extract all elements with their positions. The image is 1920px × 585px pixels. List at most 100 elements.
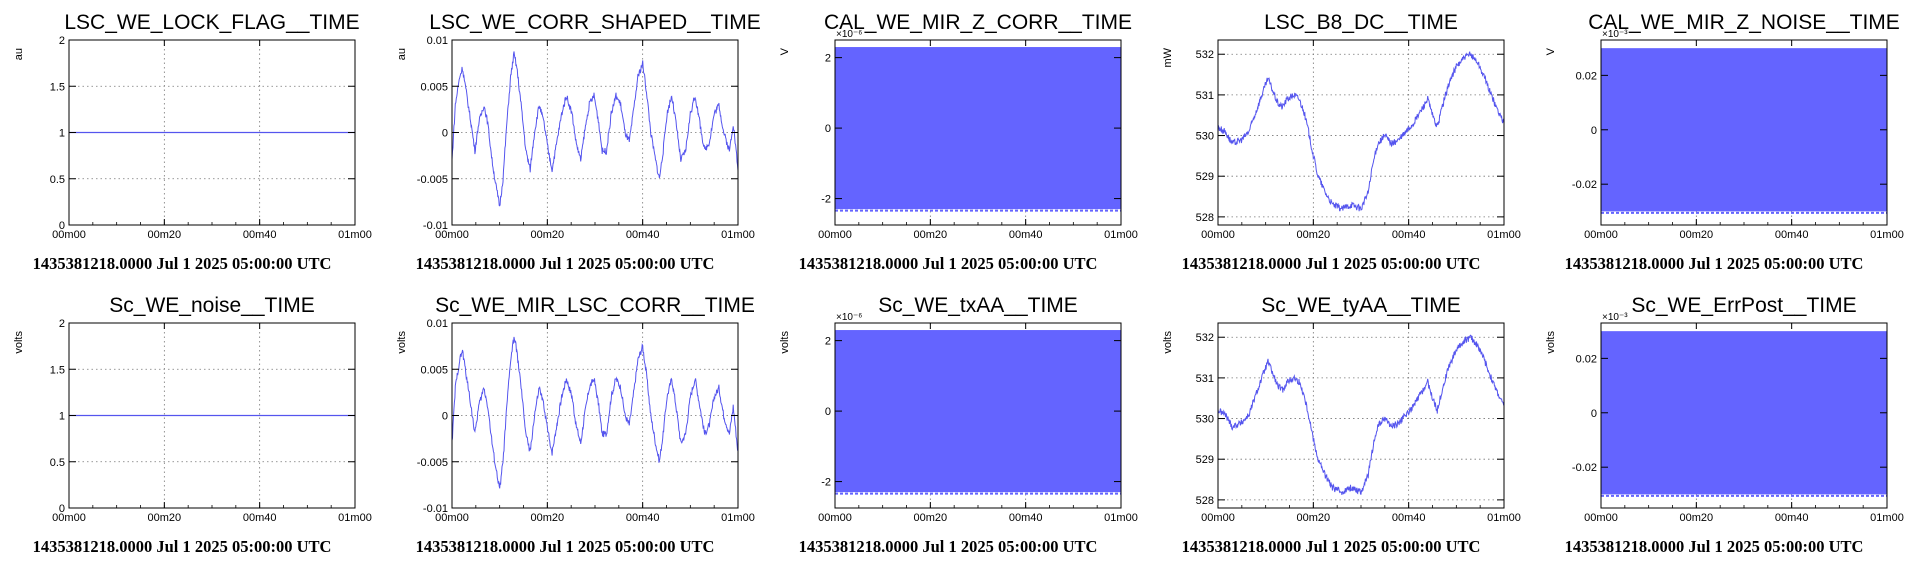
- chart-panel: LSC_B8_DC__TIME mW 00m00 00m20 00m40 01m00 528…: [1149, 0, 1529, 283]
- x-tick-label: 00m00: [1584, 229, 1618, 241]
- y-tick-label: 0: [59, 220, 65, 232]
- series-line: [1217, 51, 1505, 212]
- x-tick-label: 00m20: [148, 512, 182, 524]
- series-line: [1217, 334, 1505, 495]
- x-tick-label: 01m00: [338, 229, 372, 241]
- x-tick-label: 00m00: [818, 229, 852, 241]
- y-tick-label: 0: [442, 411, 448, 423]
- y-tick-label: 1.5: [50, 364, 65, 376]
- chart-panel: LSC_WE_LOCK_FLAG__TIME au 00m00 00m20 00m40 0…: [0, 0, 380, 283]
- chart-title: Sc_WE_tyAA__TIME: [1261, 294, 1461, 317]
- x-tick-label: 00m40: [1775, 512, 1809, 524]
- y-tick-label: 2: [825, 53, 831, 65]
- x-tick-label: 00m40: [1009, 229, 1043, 241]
- x-tick-label: 00m00: [1201, 512, 1235, 524]
- x-tick-label: 00m20: [531, 512, 565, 524]
- y-tick-label: 531: [1196, 373, 1214, 385]
- y-tick-label: 0: [59, 503, 65, 515]
- y-tick-label: 530: [1196, 414, 1214, 426]
- chart-svg: LSC_B8_DC__TIME mW 00m00 00m20 00m40 01m00 528…: [1162, 11, 1521, 273]
- chart-title: LSC_B8_DC__TIME: [1264, 11, 1458, 34]
- series-band: [1601, 48, 1887, 212]
- timestamp-label: 1435381218.0000 Jul 1 2025 05:00:00 UTC: [33, 254, 332, 273]
- x-tick-label: 00m00: [52, 512, 86, 524]
- chart-panel: CAL_WE_MIR_Z_NOISE__TIME V ×10⁻³ 00m00 00m20…: [1532, 0, 1912, 283]
- chart-panel: Sc_WE_txAA__TIME volts ×10⁻⁶ 00m00 00m20 00m4…: [766, 283, 1146, 566]
- y-tick-label: 2: [59, 35, 65, 47]
- chart-title: Sc_WE_ErrPost__TIME: [1631, 294, 1856, 317]
- y-tick-label: 2: [59, 318, 65, 330]
- y-tick-label: -0.01: [423, 220, 448, 232]
- x-tick-label: 00m40: [243, 229, 277, 241]
- y-tick-label: -0.02: [1572, 462, 1597, 474]
- y-axis-multiplier: ×10⁻³: [1602, 29, 1628, 40]
- y-tick-label: 1: [59, 128, 65, 140]
- y-axis-label: V: [1545, 47, 1557, 55]
- x-tick-label: 01m00: [721, 512, 755, 524]
- y-tick-label: 0.5: [50, 174, 65, 186]
- x-tick-label: 01m00: [1487, 512, 1521, 524]
- series-line: [451, 51, 739, 207]
- x-tick-label: 01m00: [338, 512, 372, 524]
- y-tick-label: 528: [1196, 212, 1214, 224]
- x-tick-label: 00m20: [1297, 229, 1331, 241]
- y-tick-label: 529: [1196, 454, 1214, 466]
- y-tick-label: 0.005: [420, 81, 448, 93]
- chart-title: Sc_WE_MIR_LSC_CORR__TIME: [435, 294, 755, 317]
- series-band: [835, 47, 1121, 210]
- y-axis-multiplier: ×10⁻⁶: [836, 312, 862, 323]
- timestamp-label: 1435381218.0000 Jul 1 2025 05:00:00 UTC: [799, 254, 1098, 273]
- x-tick-label: 00m20: [1680, 512, 1714, 524]
- chart-panel: LSC_WE_CORR_SHAPED__TIME au 00m00 00m20 00m4…: [383, 0, 763, 283]
- y-tick-label: -0.02: [1572, 179, 1597, 191]
- timestamp-label: 1435381218.0000 Jul 1 2025 05:00:00 UTC: [416, 254, 715, 273]
- x-tick-label: 00m40: [1392, 512, 1426, 524]
- y-tick-label: -2: [821, 194, 831, 206]
- x-tick-label: 01m00: [1104, 229, 1138, 241]
- x-tick-label: 00m20: [531, 229, 565, 241]
- x-tick-label: 00m40: [626, 229, 660, 241]
- plot-frame: [1217, 39, 1505, 226]
- chart-panel: CAL_WE_MIR_Z_CORR__TIME V ×10⁻⁶ 00m00 00m20 0…: [766, 0, 1146, 283]
- y-axis-label: mW: [1162, 47, 1174, 67]
- x-tick-label: 00m00: [1584, 512, 1618, 524]
- series-band: [835, 330, 1121, 493]
- timestamp-label: 1435381218.0000 Jul 1 2025 05:00:00 UTC: [33, 537, 332, 556]
- y-tick-label: 0.01: [427, 35, 448, 47]
- x-tick-label: 01m00: [1104, 512, 1138, 524]
- y-tick-label: -2: [821, 477, 831, 489]
- y-axis-label: au: [396, 48, 408, 60]
- x-tick-label: 01m00: [1487, 229, 1521, 241]
- timestamp-label: 1435381218.0000 Jul 1 2025 05:00:00 UTC: [416, 537, 715, 556]
- y-axis-label: au: [13, 48, 25, 60]
- y-axis-label: volts: [1545, 331, 1557, 354]
- chart-title: Sc_WE_txAA__TIME: [878, 294, 1078, 317]
- x-tick-label: 00m00: [435, 512, 469, 524]
- x-tick-label: 00m00: [435, 229, 469, 241]
- x-tick-label: 00m00: [1201, 229, 1235, 241]
- x-tick-label: 00m20: [914, 512, 948, 524]
- y-tick-label: 0: [1591, 408, 1597, 420]
- x-tick-label: 00m40: [626, 512, 660, 524]
- y-tick-label: 0.02: [1576, 70, 1597, 82]
- series-band: [1601, 331, 1887, 495]
- y-tick-label: 1.5: [50, 81, 65, 93]
- y-tick-label: 529: [1196, 171, 1214, 183]
- y-tick-label: 0.5: [50, 457, 65, 469]
- grid-lines: [1218, 323, 1504, 508]
- chart-svg: CAL_WE_MIR_Z_CORR__TIME V ×10⁻⁶ 00m00 00m20 0…: [779, 11, 1138, 273]
- y-tick-label: 0.02: [1576, 353, 1597, 365]
- y-tick-label: 0: [825, 123, 831, 135]
- x-tick-label: 01m00: [1870, 229, 1904, 241]
- y-tick-label: 0.005: [420, 364, 448, 376]
- x-tick-label: 00m40: [243, 512, 277, 524]
- y-axis-multiplier: ×10⁻³: [1602, 312, 1628, 323]
- x-tick-label: 01m00: [1870, 512, 1904, 524]
